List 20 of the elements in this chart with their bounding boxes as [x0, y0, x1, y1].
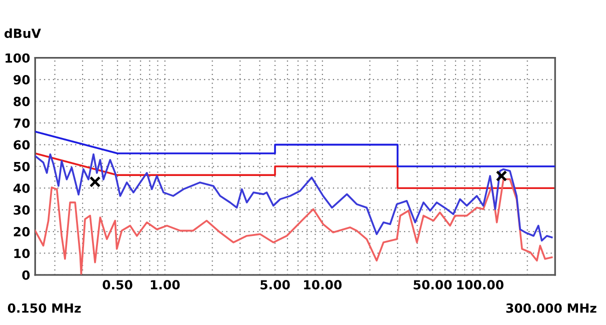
y-tick-label: 30	[14, 205, 30, 215]
x-tick-label: 1.00	[150, 280, 180, 290]
y-axis-title: dBuV	[4, 28, 41, 38]
x-tick-label: 10.00	[304, 280, 342, 290]
y-tick-label: 10	[14, 248, 30, 258]
y-tick-label: 100	[6, 53, 30, 63]
text: 300.000 MHz	[506, 303, 596, 313]
y-tick-label: 80	[14, 96, 30, 106]
y-tick-label: 70	[14, 118, 30, 128]
text: 0.150 MHz	[8, 303, 81, 313]
y-tick-label: 20	[14, 227, 30, 236]
y-tick-label: 40	[13, 184, 30, 194]
y-tick-label: 50	[14, 162, 30, 172]
y-tick-label: 0	[22, 270, 30, 280]
x-tick-label: 5.00	[260, 280, 290, 290]
x-tick-label: 100.00	[457, 280, 504, 290]
y-tick-label: 90	[14, 75, 30, 84]
x-tick-label: 0.50	[102, 280, 132, 290]
x-tick-label: 50.00	[414, 280, 452, 290]
y-tick-label: 60	[14, 140, 30, 150]
